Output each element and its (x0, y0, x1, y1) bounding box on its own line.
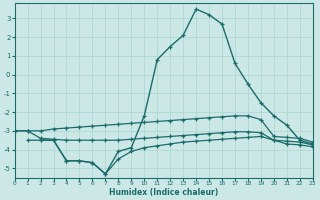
X-axis label: Humidex (Indice chaleur): Humidex (Indice chaleur) (109, 188, 218, 197)
